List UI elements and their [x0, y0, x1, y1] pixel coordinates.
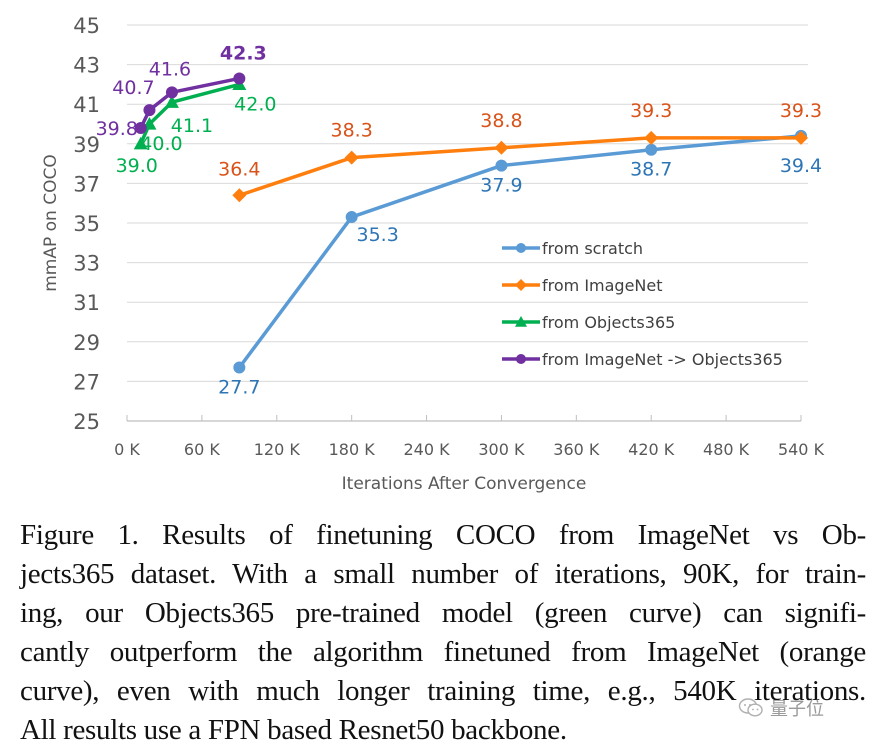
data-point: [233, 72, 246, 85]
x-tick-label: 180 K: [329, 440, 376, 459]
legend-marker: [516, 354, 526, 364]
x-tick-label: 360 K: [553, 440, 600, 459]
data-point: [645, 143, 658, 156]
data-point: [344, 150, 359, 165]
data-point: [345, 211, 358, 224]
data-point: [495, 159, 508, 172]
watermark-text: 量子位: [770, 699, 824, 720]
gridlines: [127, 24, 808, 382]
caption-line: cantly outperform the algorithm finetune…: [20, 636, 866, 668]
legend-item: from Objects365: [502, 313, 675, 332]
y-tick-label: 41: [73, 93, 100, 117]
x-tick-label: 120 K: [254, 440, 301, 459]
data-label: 41.1: [171, 115, 213, 137]
series-from-imagenet-objects365: [134, 72, 246, 134]
data-label: 39.3: [780, 100, 822, 122]
data-label: 39.4: [780, 155, 822, 177]
x-tick-label: 420 K: [628, 440, 675, 459]
data-label: 42.3: [220, 42, 267, 64]
data-point: [165, 86, 178, 99]
y-tick-label: 29: [73, 331, 100, 355]
data-label: 38.8: [480, 110, 522, 132]
data-label: 27.7: [218, 377, 260, 399]
data-point: [232, 188, 247, 203]
y-tick-label: 39: [73, 133, 100, 157]
x-tick-label: 300 K: [478, 440, 525, 459]
data-point: [494, 140, 509, 155]
watermark: 量子位: [738, 695, 824, 721]
y-tick-label: 43: [73, 54, 100, 78]
caption-line: curve), even with much longer training t…: [20, 675, 866, 707]
data-point: [644, 130, 659, 145]
data-point: [134, 121, 147, 134]
y-tick-label: 25: [73, 410, 100, 434]
y-axis-ticks: 25 27 29 31 33 35 37 39 41 43 45: [73, 14, 100, 434]
line-chart: 25 27 29 31 33 35 37 39 41 43 45 0 K 60 K 120 K 180 K…: [41, 14, 825, 494]
y-tick-label: 35: [73, 212, 100, 236]
data-point: [233, 361, 246, 374]
x-axis-title: Iterations After Convergence: [342, 474, 587, 494]
legend-item: from ImageNet: [502, 276, 663, 295]
y-tick-label: 31: [73, 291, 100, 315]
y-tick-label: 45: [73, 14, 100, 38]
figure-caption: Figure 1. Results of finetuning COCO fro…: [20, 516, 866, 750]
data-point: [794, 130, 808, 145]
data-label: 38.7: [630, 159, 672, 181]
legend-item: from ImageNet -> Objects365: [502, 350, 783, 369]
legend-label: from ImageNet -> Objects365: [542, 350, 783, 369]
series-from-imagenet: [232, 130, 808, 203]
data-label: 40.7: [112, 77, 154, 99]
caption-line: jects365 dataset. With a small number of…: [20, 558, 866, 590]
series-from-scratch: [233, 129, 807, 374]
x-tick-label: 480 K: [703, 440, 750, 459]
legend-marker: [515, 316, 527, 327]
y-tick-label: 37: [73, 172, 100, 196]
y-axis-title: mmAP on COCO: [41, 154, 61, 292]
caption-line: Figure 1. Results of finetuning COCO fro…: [20, 519, 866, 551]
data-point: [133, 136, 148, 150]
data-point: [143, 104, 156, 117]
data-label: 40.0: [140, 133, 182, 155]
data-label: 38.3: [331, 120, 373, 142]
y-tick-label: 27: [73, 370, 100, 394]
legend-marker: [516, 243, 526, 253]
data-labels: 27.7 35.3 37.9 38.7 39.4 36.4 38.3 38.8 39.3 39.3…: [96, 42, 823, 398]
x-axis: 0 K 60 K 120 K 180 K 240 K 300 K 360 K 420 K 480…: [114, 415, 825, 459]
legend-label: from ImageNet: [542, 276, 663, 295]
legend-marker: [515, 279, 527, 291]
legend-item: from scratch: [502, 239, 643, 258]
wechat-icon: [738, 698, 763, 717]
x-tick-label: 60 K: [184, 440, 220, 459]
data-label: 41.6: [149, 58, 191, 80]
caption-line: ing, our Objects365 pre-trained model (g…: [20, 597, 866, 629]
data-point: [164, 95, 179, 108]
legend-label: from Objects365: [542, 313, 675, 332]
data-label: 42.0: [234, 93, 276, 115]
data-label: 39.3: [630, 100, 672, 122]
data-label: 39.0: [116, 155, 158, 177]
x-tick-label: 240 K: [403, 440, 450, 459]
y-tick-label: 33: [73, 252, 100, 276]
caption-line: All results use a FPN based Resnet50 bac…: [20, 714, 567, 746]
data-label: 39.8: [96, 118, 138, 140]
data-label: 35.3: [357, 224, 399, 246]
series-group: [133, 72, 808, 374]
data-label: 36.4: [218, 158, 260, 180]
series-line: [139, 76, 240, 129]
x-tick-label: 0 K: [114, 440, 140, 459]
legend-label: from scratch: [542, 239, 643, 258]
series-line: [139, 82, 240, 145]
legend: from scratch from ImageNet from Objects365…: [502, 239, 783, 369]
data-label: 37.9: [480, 175, 522, 197]
x-tick-label: 540 K: [778, 440, 825, 459]
